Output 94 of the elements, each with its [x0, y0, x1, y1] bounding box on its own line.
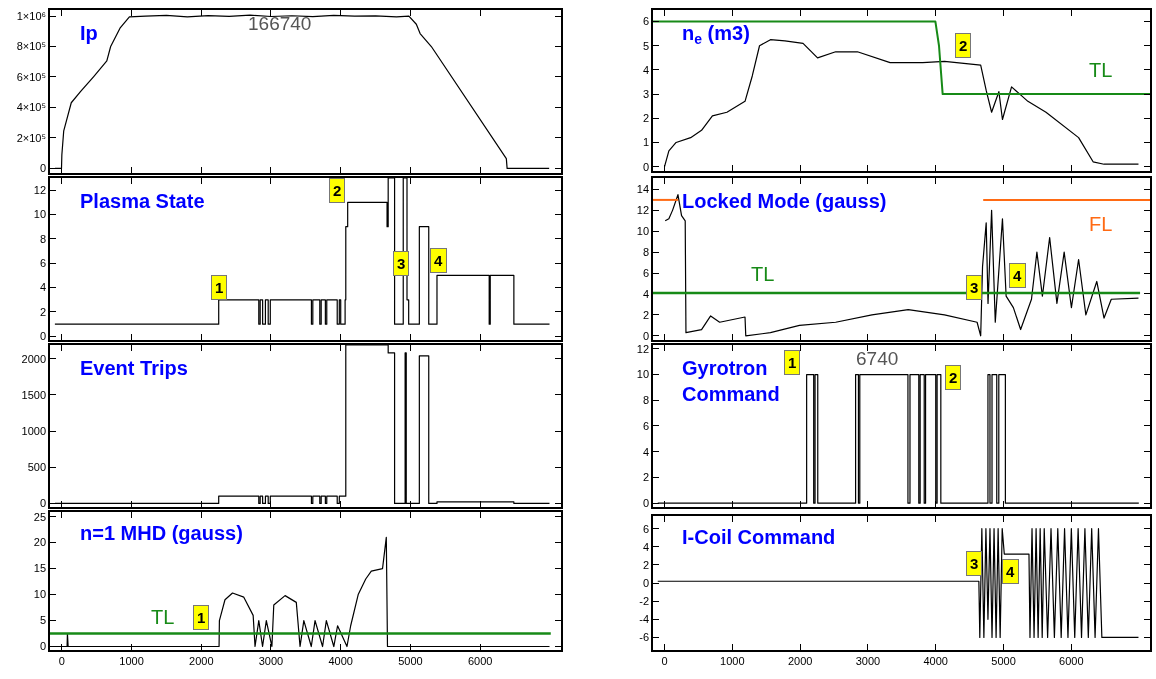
x-tick-label: 2000	[787, 655, 813, 668]
y-tick-label: 4×10⁵	[16, 101, 47, 114]
y-tick-label: 3	[642, 87, 650, 100]
y-tick-label: 1	[642, 136, 650, 149]
series-label: TL	[1089, 59, 1113, 81]
y-tick-label: 25	[33, 510, 47, 523]
y-tick-label: 6×10⁵	[16, 70, 47, 83]
text: Locked Mode (gauss)	[682, 190, 887, 212]
annotation: 3	[970, 555, 979, 572]
y-tick-label: 0	[642, 497, 650, 509]
y-tick-label: 0	[642, 329, 650, 342]
y-tick-label: 12	[636, 204, 650, 217]
y-tick-label: 6	[642, 266, 650, 279]
y-tick-label: 0	[39, 497, 47, 510]
y-tick-label: 4	[642, 287, 650, 300]
y-tick-label: 10	[33, 588, 47, 601]
y-tick-label: 6	[642, 15, 650, 28]
y-tick-label: -2	[639, 595, 650, 608]
x-tick-label: 0	[58, 655, 65, 668]
series-label: FL	[1089, 213, 1113, 235]
y-tick-label: 10	[33, 208, 47, 221]
y-tick-label: 6	[39, 257, 47, 270]
y-tick-label: 4	[642, 540, 650, 553]
y-tick-label: 6	[642, 419, 650, 432]
text: Ip	[80, 22, 98, 44]
y-tick-label: 0	[642, 576, 650, 589]
x-tick-label: 6000	[467, 655, 493, 668]
y-tick-label: 500	[27, 461, 47, 474]
y-tick-label: 4	[642, 445, 650, 458]
y-tick-label: -6	[639, 631, 650, 644]
y-tick-label: 5	[642, 39, 650, 52]
y-tick-label: 8	[642, 394, 650, 407]
annotation: 3	[397, 255, 406, 272]
y-tick-label: 8×10⁵	[16, 40, 47, 53]
y-tick-label: 6	[642, 522, 650, 535]
y-tick-label: 15	[33, 562, 47, 575]
text: Event Trips	[80, 357, 188, 379]
x-tick-label: 5000	[398, 655, 423, 668]
annotation: 6740	[856, 348, 899, 369]
x-tick-label: 4000	[328, 655, 353, 668]
annotation: 4	[1006, 563, 1015, 580]
x-tick-label: 6000	[1059, 655, 1084, 668]
y-tick-label: 1000	[21, 424, 47, 437]
annotation: 1	[215, 279, 224, 296]
y-tick-label: 4	[642, 63, 650, 76]
x-tick-label: 1000	[720, 655, 745, 668]
x-tick-label: 5000	[991, 655, 1016, 668]
x-tick-label: 3000	[258, 655, 284, 668]
y-tick-label: 4	[39, 281, 47, 294]
ref-line-label: TL	[151, 606, 175, 628]
x-tick-label: 4000	[923, 655, 948, 668]
x-tick-label: 0	[661, 655, 668, 668]
annotation: 2	[333, 182, 342, 199]
y-tick-label: 5	[39, 614, 47, 627]
y-tick-label: 0	[642, 160, 650, 173]
annotation: 1	[197, 609, 206, 626]
annotation: 2	[959, 37, 968, 54]
y-tick-label: 0	[39, 162, 47, 175]
annotation: 1	[788, 354, 797, 371]
text: Gyrotron Command	[682, 357, 780, 405]
y-tick-label: 1×10⁶	[16, 9, 47, 22]
y-tick-label: 0	[39, 330, 47, 343]
y-tick-label: 8	[642, 246, 650, 259]
y-tick-label: 10	[636, 225, 650, 238]
y-tick-label: 2	[642, 112, 650, 125]
ref-line-label: TL	[751, 263, 775, 285]
annotation: 3	[970, 279, 979, 296]
x-tick-label: 2000	[189, 655, 214, 668]
annotation: 2	[949, 369, 958, 386]
text: n$_{e}$ (m3)	[682, 22, 750, 48]
text: n=1 MHD (gauss)	[80, 522, 243, 544]
y-tick-label: 12	[33, 183, 47, 196]
y-tick-label: 8	[39, 232, 47, 245]
y-tick-label: 2	[642, 471, 650, 484]
line-series	[664, 194, 1140, 337]
y-tick-label: 2	[642, 558, 650, 571]
x-tick-label: 3000	[855, 655, 881, 668]
text: Plasma State	[80, 190, 205, 212]
x-tick-label: 1000	[119, 655, 144, 668]
annotation: 4	[1013, 267, 1022, 284]
y-tick-label: 2×10⁵	[16, 131, 47, 144]
text: I-Coil Command	[682, 526, 836, 548]
y-tick-label: 14	[636, 183, 650, 196]
y-tick-label: 2000	[21, 352, 47, 365]
y-tick-label: 12	[636, 342, 650, 355]
annotation: 166740	[248, 13, 312, 34]
annotation: 4	[434, 252, 443, 269]
y-tick-label: 2	[642, 308, 650, 321]
y-tick-label: 0	[39, 640, 47, 653]
y-tick-label: 10	[636, 368, 650, 381]
y-tick-label: 2	[39, 305, 47, 318]
y-tick-label: 1500	[21, 388, 47, 401]
y-tick-label: 20	[33, 536, 47, 549]
y-tick-label: -4	[639, 613, 650, 626]
